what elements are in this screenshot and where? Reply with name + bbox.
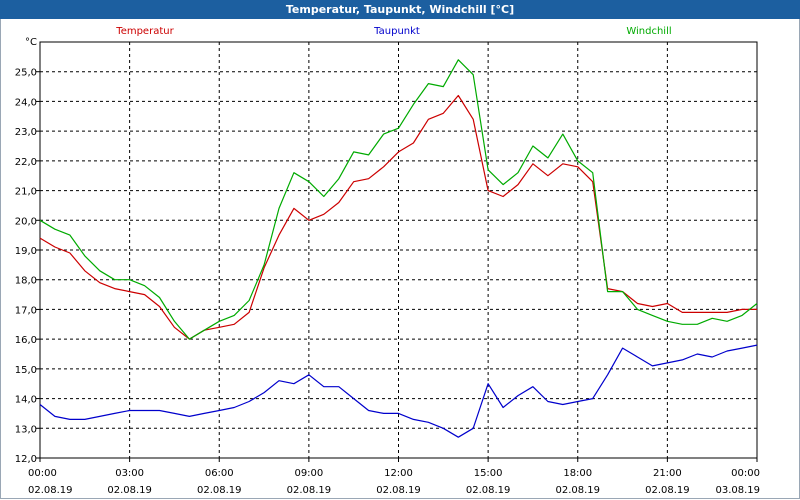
y-tick-label: 21,0: [15, 187, 37, 198]
x-tick-time: 21:00: [653, 468, 682, 479]
x-tick-date: 02.08.19: [645, 485, 690, 496]
y-tick-label: 19,0: [15, 246, 37, 257]
y-tick-label: 20,0: [15, 216, 37, 227]
x-tick-date: 02.08.19: [466, 485, 511, 496]
series-line-windchill: [39, 59, 758, 340]
y-tick-label: 17,0: [15, 305, 37, 316]
x-tick-date: 02.08.19: [287, 485, 332, 496]
y-tick-label: 12,0: [15, 454, 37, 465]
y-tick-label: 13,0: [15, 424, 37, 435]
series-line-taupunkt: [39, 344, 758, 438]
x-tick-date: 02.08.19: [28, 485, 73, 496]
x-tick-time: 15:00: [474, 468, 503, 479]
x-tick-time: 00:00: [28, 468, 57, 479]
x-tick-time: 03:00: [115, 468, 144, 479]
x-tick-date: 02.08.19: [555, 485, 600, 496]
x-tick-date: 02.08.19: [197, 485, 242, 496]
x-tick-time: 09:00: [294, 468, 323, 479]
legend-entry-taupunkt: Taupunkt: [373, 26, 420, 37]
y-tick-label: 16,0: [15, 335, 37, 346]
legend-entry-windchill: Windchill: [626, 26, 671, 37]
x-tick-date: 02.08.19: [376, 485, 421, 496]
y-axis-label: °C: [25, 37, 37, 48]
x-tick-time: 18:00: [563, 468, 592, 479]
x-tick-date: 02.08.19: [107, 485, 152, 496]
y-tick-label: 22,0: [15, 157, 37, 168]
plot-area: [39, 41, 758, 459]
series-line-temperatur: [39, 94, 757, 340]
y-tick-label: 25,0: [15, 68, 37, 79]
y-tick-label: 14,0: [15, 395, 37, 406]
legend-entry-temperatur: Temperatur: [115, 26, 174, 37]
y-tick-label: 15,0: [15, 365, 37, 376]
x-tick-time: 12:00: [384, 468, 413, 479]
x-tick-time: 06:00: [205, 468, 234, 479]
y-tick-label: 18,0: [15, 276, 37, 287]
chart-title: Temperatur, Taupunkt, Windchill [°C]: [0, 0, 800, 19]
y-tick-label: 24,0: [15, 97, 37, 108]
y-tick-label: 23,0: [15, 127, 37, 138]
x-tick-time: 00:00: [731, 468, 760, 479]
x-tick-date: 03.08.19: [715, 485, 760, 496]
